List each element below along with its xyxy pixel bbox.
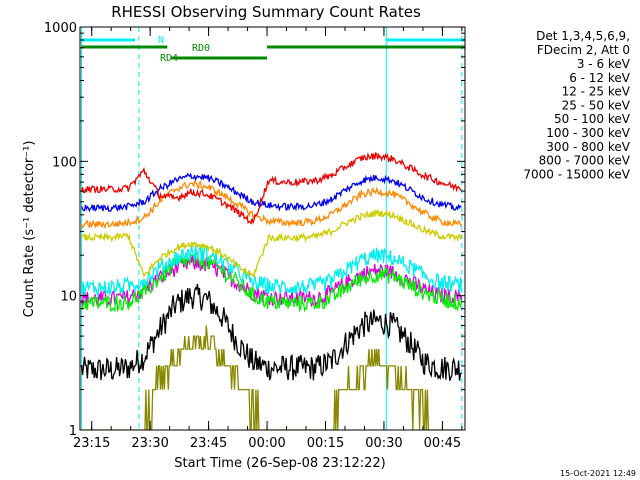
y-tick-label: 10 [60, 290, 77, 305]
x-tick-label: 00:15 [307, 436, 344, 451]
x-tick-label: 00:30 [365, 436, 402, 451]
legend-header-0: Det 1,3,4,5,6,9, [536, 29, 630, 43]
y-tick-label: 1 [69, 424, 77, 439]
plot-area: N RD0 RD4 [79, 26, 466, 431]
legend: Det 1,3,4,5,6,9,FDecim 2, Att 03 - 6 keV… [523, 29, 630, 181]
y-tick-label: 1000 [44, 21, 77, 36]
footer-timestamp: 15-Oct-2021 12:49 [560, 469, 636, 478]
plot-content: N RD0 RD4 [80, 27, 465, 430]
series-line-0 [80, 283, 462, 381]
x-tick-label: 23:45 [190, 436, 227, 451]
legend-entry-7: 800 - 7000 keV [539, 154, 631, 168]
legend-entry-0: 3 - 6 keV [577, 57, 631, 71]
x-tick-label: 00:45 [424, 436, 461, 451]
y-axis: 1 10 100 1000 [44, 21, 465, 439]
flag-label-RD4: RD4 [160, 53, 178, 64]
legend-entry-1: 6 - 12 keV [569, 71, 631, 85]
legend-header-1: FDecim 2, Att 0 [537, 43, 630, 57]
x-axis: 23:15 23:30 23:45 00:00 00:15 00:30 00:45 [73, 27, 463, 451]
legend-entry-6: 300 - 800 keV [546, 140, 630, 154]
series-line-6 [80, 172, 462, 213]
series-line-3 [80, 244, 463, 298]
x-tick-label: 00:00 [248, 436, 285, 451]
flag-label-N: N [158, 35, 164, 46]
legend-entry-8: 7000 - 15000 keV [523, 167, 630, 181]
chart-title: RHESSI Observing Summary Count Rates [111, 3, 421, 21]
flag-label-RD0: RD0 [192, 43, 210, 54]
series-line-7 [80, 151, 462, 225]
series-line-5 [80, 180, 462, 230]
x-tick-label: 23:30 [131, 436, 168, 451]
x-tick-label: 23:15 [73, 436, 110, 451]
series-line-4 [81, 208, 463, 279]
y-axis-label: Count Rate (s⁻¹ detector⁻¹) [22, 141, 37, 318]
legend-entry-3: 25 - 50 keV [562, 98, 631, 112]
legend-entry-5: 100 - 300 keV [546, 126, 630, 140]
series-line-8 [81, 325, 462, 430]
y-tick-label: 100 [52, 155, 77, 170]
x-axis-label: Start Time (26-Sep-08 23:12:22) [174, 456, 385, 471]
legend-entry-4: 50 - 100 keV [554, 112, 631, 126]
plot-frame [79, 26, 466, 431]
legend-entry-2: 12 - 25 keV [562, 85, 631, 99]
